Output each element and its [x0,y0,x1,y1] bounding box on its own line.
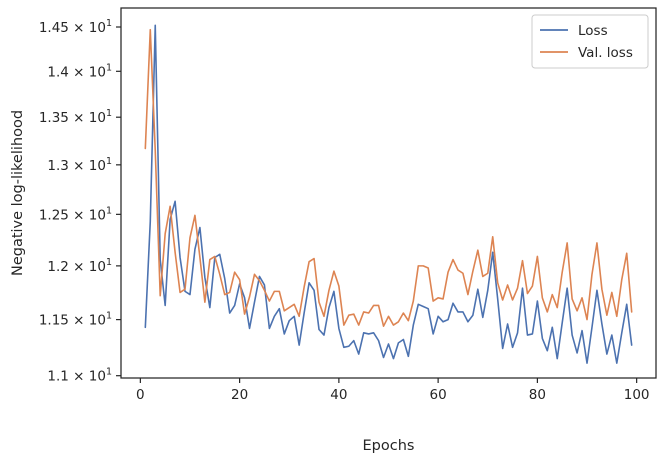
y-tick-label-exponent: 1 [106,62,112,73]
x-tick-label: 20 [231,387,248,403]
x-axis-label: Epochs [363,438,415,454]
y-tick-label-exponent: 1 [106,311,112,322]
x-tick-label: 60 [430,387,447,403]
y-tick-label-base: 1.45 × 10 [39,20,106,36]
y-tick-label: 1.4 × 101 [47,62,112,80]
x-tick-label: 40 [330,387,347,403]
y-tick-label-base: 1.15 × 10 [39,313,106,329]
series-layer [144,24,633,364]
x-tick-label: 0 [136,387,145,403]
y-tick-label: 1.1 × 101 [47,367,112,385]
y-tick-label-exponent: 1 [106,18,112,29]
y-tick-label-base: 1.35 × 10 [39,110,106,126]
y-tick-label-exponent: 1 [106,205,112,216]
legend-label: Val. loss [578,45,633,61]
y-tick-label-exponent: 1 [106,156,112,167]
x-tick-label: 100 [624,387,650,403]
y-tick-label-exponent: 1 [106,108,112,119]
y-tick-label: 1.25 × 101 [39,205,112,223]
y-axis-label: Negative log-likelihood [10,110,26,276]
x-axis: 0 20 40 60 80 100 [136,378,650,403]
legend-label: Loss [578,23,608,39]
y-tick-label: 1.2 × 101 [47,257,112,275]
series-line-loss [144,24,633,364]
y-tick-label: 1.45 × 101 [39,18,112,36]
y-tick-label-base: 1.4 × 10 [47,64,106,80]
y-tick-label-exponent: 1 [106,257,112,268]
y-tick-label-base: 1.25 × 10 [39,207,106,223]
legend-box [531,14,649,69]
y-tick-label: 1.3 × 101 [47,156,112,174]
y-tick-label-base: 1.1 × 10 [47,369,106,385]
plot-frame [120,7,657,379]
y-tick-label-base: 1.2 × 10 [47,259,106,275]
y-tick-label-exponent: 1 [106,367,112,378]
y-tick-label: 1.35 × 101 [39,108,112,126]
legend: Loss Val. loss [531,14,649,69]
y-tick-label-base: 1.3 × 10 [47,158,106,174]
series-line-val-loss [144,28,633,328]
x-tick-label: 80 [529,387,546,403]
y-tick-label: 1.15 × 101 [39,311,112,329]
